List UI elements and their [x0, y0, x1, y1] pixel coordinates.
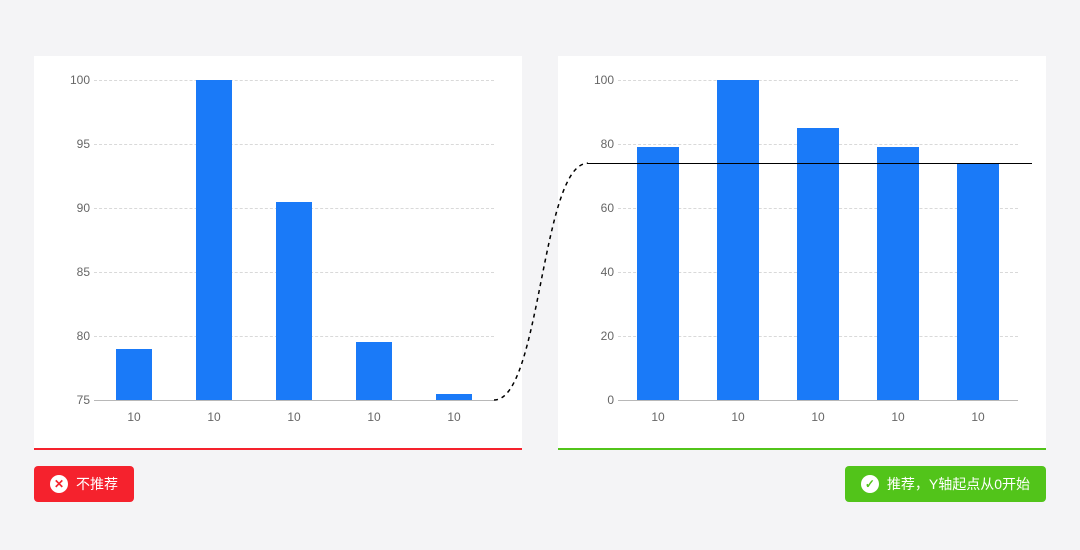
y-axis-label: 75	[54, 393, 90, 407]
y-axis-label: 90	[54, 201, 90, 215]
bar	[797, 128, 839, 400]
x-axis-label: 10	[207, 410, 220, 424]
bar	[196, 80, 232, 400]
panel-underline-bad	[34, 448, 522, 450]
bar	[436, 394, 472, 400]
grid-line	[94, 80, 494, 81]
panel-bad-example: 75 80 85 90 95 100 10 10 10 10 10	[34, 56, 522, 450]
x-axis-label: 10	[891, 410, 904, 424]
bar	[116, 349, 152, 400]
y-axis-label: 20	[578, 329, 614, 343]
x-axis-label: 10	[367, 410, 380, 424]
grid-line	[94, 400, 494, 401]
y-axis-label: 100	[54, 73, 90, 87]
y-axis-label: 80	[578, 137, 614, 151]
badge-recommended: ✓ 推荐，Y轴起点从0开始	[845, 466, 1046, 502]
reference-line	[588, 163, 1032, 164]
check-icon: ✓	[861, 475, 879, 493]
bar	[356, 342, 392, 400]
x-axis-label: 10	[731, 410, 744, 424]
bar	[717, 80, 759, 400]
grid-line	[618, 400, 1018, 401]
x-axis-label: 10	[127, 410, 140, 424]
grid-line	[618, 80, 1018, 81]
bar-chart-zero-axis: 0204060801001010101010	[578, 80, 1026, 400]
bar	[637, 147, 679, 400]
bar-chart-truncated-axis: 75808590951001010101010	[54, 80, 502, 400]
x-axis-label: 10	[971, 410, 984, 424]
grid-line	[94, 144, 494, 145]
y-axis-label: 60	[578, 201, 614, 215]
y-axis-label: 80	[54, 329, 90, 343]
y-axis-label: 100	[578, 73, 614, 87]
bar	[877, 147, 919, 400]
x-axis-label: 10	[447, 410, 460, 424]
badge-bad-label: 不推荐	[76, 474, 118, 494]
x-axis-label: 10	[651, 410, 664, 424]
badge-not-recommended: ✕ 不推荐	[34, 466, 134, 502]
comparison-panels: 75 80 85 90 95 100 10 10 10 10 10 0 20 40 60 80 100 10 10…	[0, 0, 1080, 450]
panel-good-example: 0 20 40 60 80 100 10 10 10 10 10	[558, 56, 1046, 450]
y-axis-label: 40	[578, 265, 614, 279]
panel-underline-good	[558, 448, 1046, 450]
bar	[957, 163, 999, 400]
x-axis-label: 10	[287, 410, 300, 424]
y-axis-label: 95	[54, 137, 90, 151]
badge-good-label: 推荐，Y轴起点从0开始	[887, 474, 1030, 494]
cross-icon: ✕	[50, 475, 68, 493]
bar	[276, 202, 312, 400]
x-axis-label: 10	[811, 410, 824, 424]
y-axis-label: 85	[54, 265, 90, 279]
y-axis-label: 0	[578, 393, 614, 407]
